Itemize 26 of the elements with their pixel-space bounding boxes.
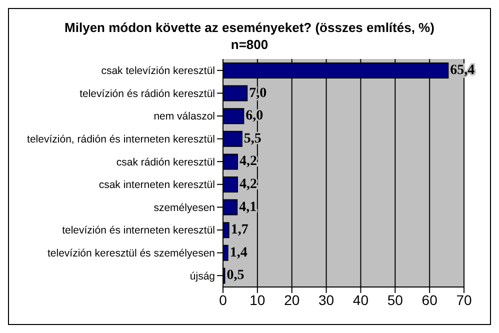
x-tick-label: 60 [422, 292, 438, 308]
y-tick-label: nem válaszol [154, 110, 215, 123]
x-tick-label: 10 [250, 292, 266, 308]
x-tick-label: 50 [387, 292, 404, 308]
y-tick-label: újság [190, 270, 216, 282]
y-tick-label: televízión keresztül és személyesen [48, 248, 216, 260]
data-label: 1,7 [230, 222, 248, 238]
y-tick-label: személyesen [154, 202, 216, 214]
data-label: 4,2 [239, 154, 257, 170]
data-label: 4,2 [239, 177, 257, 192]
y-tick-label: televízión és interneten keresztül [62, 224, 215, 237]
data-label: 1,4 [230, 245, 248, 260]
chart-title: Milyen módon követte az eseményeket? (összes említés, %) [64, 19, 436, 36]
x-tick-label: 30 [318, 292, 334, 308]
y-tick-label: televízión és rádión keresztül [80, 88, 215, 100]
y-tick-label: televízión, rádión és interneten keresztül [27, 134, 215, 146]
data-label: 0,5 [226, 268, 244, 284]
x-tick-label: 0 [219, 292, 228, 308]
chart-subtitle: n=800 [230, 36, 270, 53]
data-label: 4,1 [239, 200, 257, 215]
x-tick-label: 20 [284, 292, 300, 308]
y-tick-label: csak televízión keresztül [101, 65, 215, 78]
y-tick-label: csak interneten keresztül [98, 179, 215, 192]
y-tick-label: csak rádión keresztül [116, 156, 215, 168]
x-tick-label: 40 [352, 292, 369, 308]
x-tick-label: 70 [456, 292, 472, 308]
